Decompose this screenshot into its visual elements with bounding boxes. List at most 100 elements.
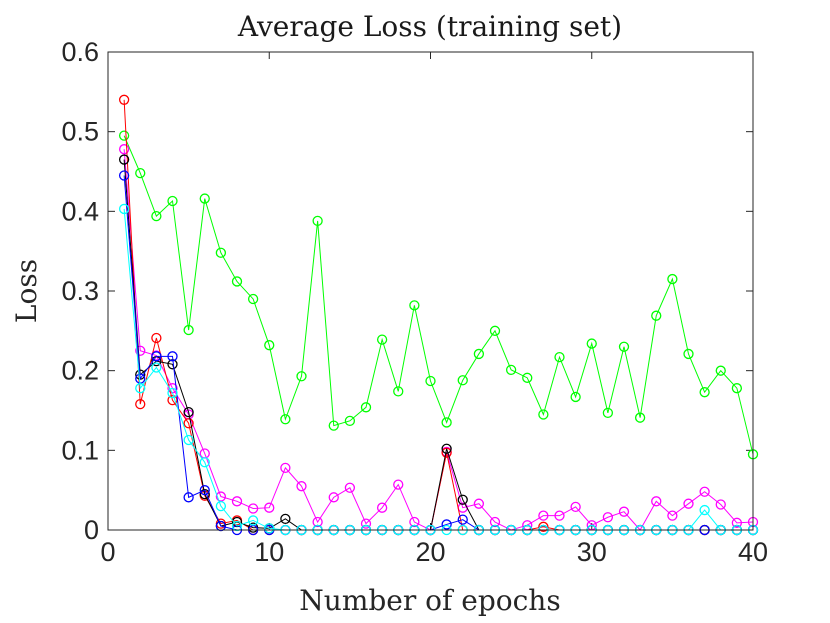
data-point	[280, 513, 291, 524]
plot-background	[108, 52, 753, 530]
data-point	[118, 154, 130, 165]
data-point	[683, 348, 694, 360]
data-point	[667, 273, 678, 285]
data-point	[167, 351, 178, 362]
data-point	[715, 499, 726, 510]
data-point	[360, 518, 372, 529]
data-point	[151, 351, 162, 362]
data-point	[328, 492, 339, 503]
data-point	[473, 348, 485, 360]
data-point	[151, 332, 162, 344]
data-point	[167, 195, 178, 207]
data-point	[135, 167, 146, 179]
data-point	[215, 247, 227, 258]
data-point	[731, 383, 743, 394]
data-point	[231, 276, 243, 287]
data-point	[602, 407, 614, 419]
data-point	[183, 324, 194, 336]
data-point	[538, 409, 549, 420]
data-point	[199, 485, 210, 496]
data-point	[538, 521, 549, 532]
data-point	[167, 387, 178, 399]
data-point	[151, 210, 162, 222]
y-tick-label: 0.2	[61, 356, 99, 386]
x-tick-label: 10	[254, 537, 284, 567]
data-point	[183, 406, 194, 418]
data-point	[151, 362, 162, 373]
y-tick-label: 0.5	[61, 117, 99, 147]
data-point	[135, 383, 146, 394]
data-point	[376, 502, 388, 513]
data-point	[570, 501, 581, 513]
data-point	[376, 334, 388, 345]
data-point	[312, 215, 323, 227]
data-point	[667, 510, 678, 521]
data-point	[135, 398, 146, 410]
plot-frame	[107, 51, 754, 531]
data-point	[296, 371, 307, 382]
data-point	[634, 412, 646, 423]
data-point	[505, 364, 517, 376]
data-point	[264, 340, 275, 351]
data-point	[457, 514, 468, 525]
data-point	[199, 193, 210, 204]
data-point	[231, 520, 243, 532]
data-point	[586, 338, 597, 349]
data-point	[360, 402, 372, 413]
data-point	[538, 510, 549, 521]
data-point	[618, 341, 630, 352]
data-point	[118, 144, 130, 155]
data-point	[296, 481, 307, 492]
series-layer	[118, 94, 759, 536]
y-tick-label: 0.6	[61, 37, 99, 67]
data-point	[118, 203, 130, 215]
data-point	[457, 494, 468, 505]
data-point	[618, 506, 630, 517]
data-point	[167, 394, 178, 406]
data-point	[683, 498, 694, 509]
data-point	[199, 457, 210, 468]
data-point	[441, 443, 452, 454]
data-point	[393, 479, 404, 490]
data-point	[699, 387, 710, 398]
data-point	[425, 375, 436, 387]
x-tick-label: 30	[577, 537, 607, 567]
x-axis-label: Number of epochs	[299, 584, 560, 617]
data-point	[393, 386, 404, 397]
data-point	[731, 517, 743, 528]
data-point	[312, 516, 323, 528]
data-point	[344, 482, 356, 493]
data-point	[328, 420, 339, 431]
data-point	[602, 512, 614, 523]
y-tick-label: 0.4	[61, 196, 99, 226]
y-tick-label: 0	[84, 515, 99, 545]
data-point	[409, 516, 420, 528]
series-0	[118, 130, 759, 460]
data-point	[473, 498, 485, 509]
y-tick-label: 0.3	[61, 276, 99, 306]
data-point	[247, 293, 259, 305]
data-point	[441, 519, 452, 530]
data-point	[409, 300, 420, 311]
data-point	[215, 520, 227, 532]
chart-title: Average Loss (training set)	[237, 10, 622, 43]
y-axis-label: Loss	[10, 259, 43, 323]
data-point	[264, 502, 275, 513]
data-point	[441, 447, 452, 458]
y-tick-label: 0.1	[61, 435, 99, 465]
data-point	[183, 434, 194, 446]
data-point	[247, 515, 259, 526]
data-point	[699, 504, 710, 516]
data-point	[183, 418, 194, 429]
data-point	[280, 414, 291, 425]
x-tick-label: 0	[100, 537, 115, 567]
data-point	[489, 325, 501, 336]
data-point	[489, 516, 501, 528]
data-point	[570, 391, 581, 403]
data-point	[344, 415, 356, 427]
data-point	[651, 496, 662, 507]
data-point	[441, 417, 452, 428]
data-point	[183, 492, 194, 503]
x-tick-label: 20	[415, 537, 445, 567]
